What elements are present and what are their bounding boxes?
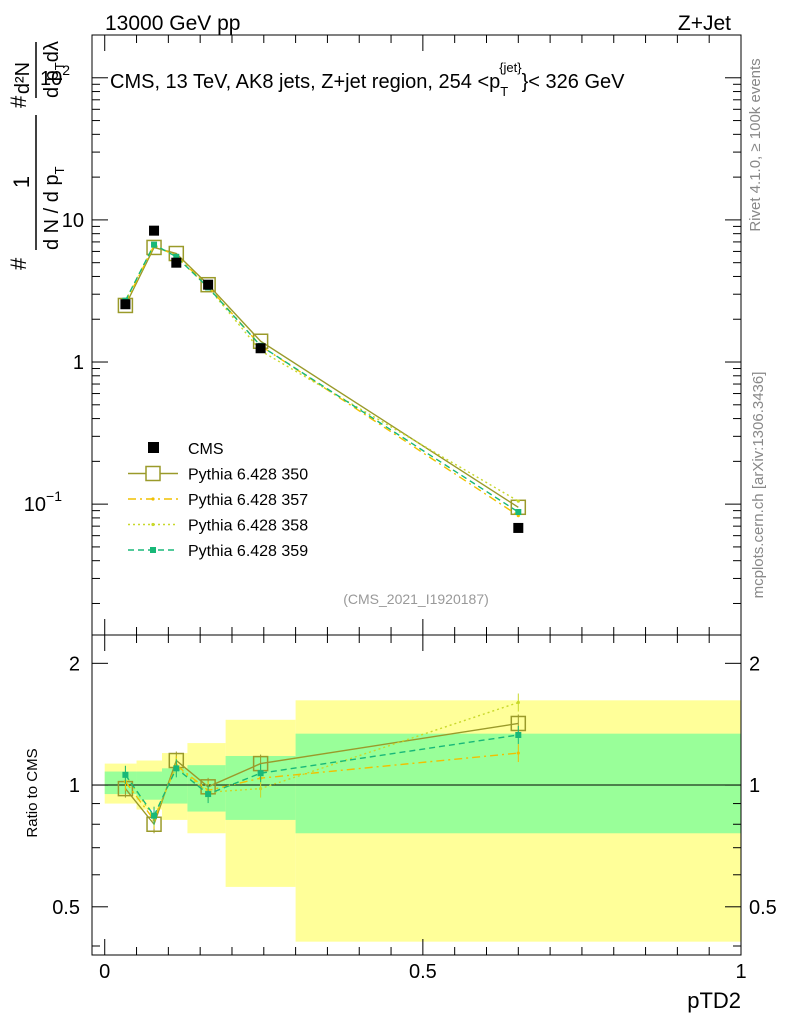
main-title: CMS, 13 TeV, AK8 jets, Z+jet region, 254… [110,60,625,99]
ylabel-one: 1 [9,176,34,188]
ratio-line-2 [124,701,519,820]
ratio-line-3 [124,734,519,818]
ratio-plot-area: 2 2 1 1 0.5 0.5 0 0.5 1 Ratio to CMS pTD2 [24,634,777,1013]
title-post: }< 326 GeV [522,71,626,93]
ylabel-hash2: # [6,95,31,108]
ratio-point [259,787,263,791]
ylabel-den-main: d p [41,70,63,98]
legend-swatch-cms [148,442,159,453]
ratio-line-0 [124,722,519,826]
main-series-group [117,225,527,533]
ratio-frame [91,634,742,956]
ratio-band-green [136,771,162,800]
ylabel-dn-main: d N / d p [41,174,63,250]
main-point-350 [200,276,216,293]
ratio-point-359 [205,791,212,798]
ratio-xtick-label: 0 [99,961,110,983]
watermark: (CMS_2021_I1920187) [343,591,489,607]
ytick-exp: 2 [62,62,70,78]
ratio-ytick-label: 2 [69,653,80,675]
legend: CMS Pythia 6.428 350 Pythia 6.428 357 Pythi… [128,441,308,560]
main-point-359 [151,241,158,248]
legend-label: Pythia 6.428 350 [188,467,308,484]
ratio-ylabel: Ratio to CMS [24,748,41,837]
ylabel-den: d pTdλ [41,41,67,98]
ratio-band-green [104,771,137,795]
main-line-1 [124,246,519,508]
main-line-4 [124,243,519,513]
main-point-359 [173,253,180,260]
legend-label: Pythia 6.428 358 [188,518,308,535]
main-line-3 [124,243,519,502]
legend-label: CMS [188,441,224,458]
ratio-series-group [117,693,527,834]
main-point-358 [516,499,520,503]
legend-label: Pythia 6.428 357 [188,492,308,509]
ratio-xtick-label: 0.5 [409,961,437,983]
ytick-base: 10 [40,68,62,90]
rivet-label: Rivet 4.1.0, ≥ 100k events [747,58,764,231]
ratio-ytick-label-right: 2 [749,653,760,675]
main-ytick-label: 10 [62,210,84,232]
cms-data-point [149,225,160,236]
title-sup: {jet} [499,60,522,75]
main-line-2 [124,244,519,517]
ylabel-den-sub: T [52,62,67,70]
cms-data-point [513,522,524,533]
title-sub: T [500,84,508,99]
legend-marker [145,465,161,482]
main-ylabel: # 1 d N / d pT # d²N d pTdλ [6,41,67,270]
main-ytick-label: 1 [73,352,84,374]
ytick-exp: −1 [46,488,62,504]
header-right: Z+Jet [678,12,731,35]
main-ytick-label: 10−1 [24,488,62,516]
ylabel-dn: d N / d pT [41,166,67,250]
legend-marker [150,547,156,553]
xaxis-label: pTD2 [687,988,741,1013]
ylabel-hash: # [6,257,31,270]
ratio-xtick-label: 1 [735,961,746,983]
ratio-point-359 [151,812,158,819]
ratio-ytick-label: 1 [69,775,80,797]
legend-marker [151,497,155,501]
main-ytick-label: 102 [40,62,70,90]
cms-data-point [171,257,182,268]
ylabel-dn-sub: T [52,166,67,174]
ratio-axis-ticks: 2 2 1 1 0.5 0.5 0 0.5 1 [52,635,777,983]
legend-label: Pythia 6.428 359 [188,543,308,560]
main-point-350 [146,239,162,256]
cms-data-point [203,279,214,290]
ratio-uncertainty-bands [104,700,741,942]
ratio-ytick-label-right: 1 [749,775,760,797]
ratio-line-1 [124,752,519,822]
ratio-point-359 [173,765,180,772]
ratio-point-359 [515,731,522,738]
ratio-point-359 [122,771,129,778]
ylabel-d2n: d²N [12,62,34,94]
cms-data-point [120,299,131,310]
ratio-point [516,751,520,755]
main-point-359 [515,509,522,516]
ratio-ytick-label-right: 0.5 [749,897,777,919]
legend-marker [151,522,155,527]
cms-data-point [255,343,266,354]
ratio-point-359 [257,770,264,777]
ytick-base: 10 [24,494,46,516]
title-pre: CMS, 13 TeV, AK8 jets, Z+jet region, 254… [110,71,500,93]
header-left: 13000 GeV pp [105,12,240,35]
mcplots-label: mcplots.cern.ch [arXiv:1306.3436] [750,372,767,599]
ratio-point [516,700,520,705]
ratio-ytick-label: 0.5 [52,897,80,919]
ylabel-den-post: dλ [41,41,63,62]
